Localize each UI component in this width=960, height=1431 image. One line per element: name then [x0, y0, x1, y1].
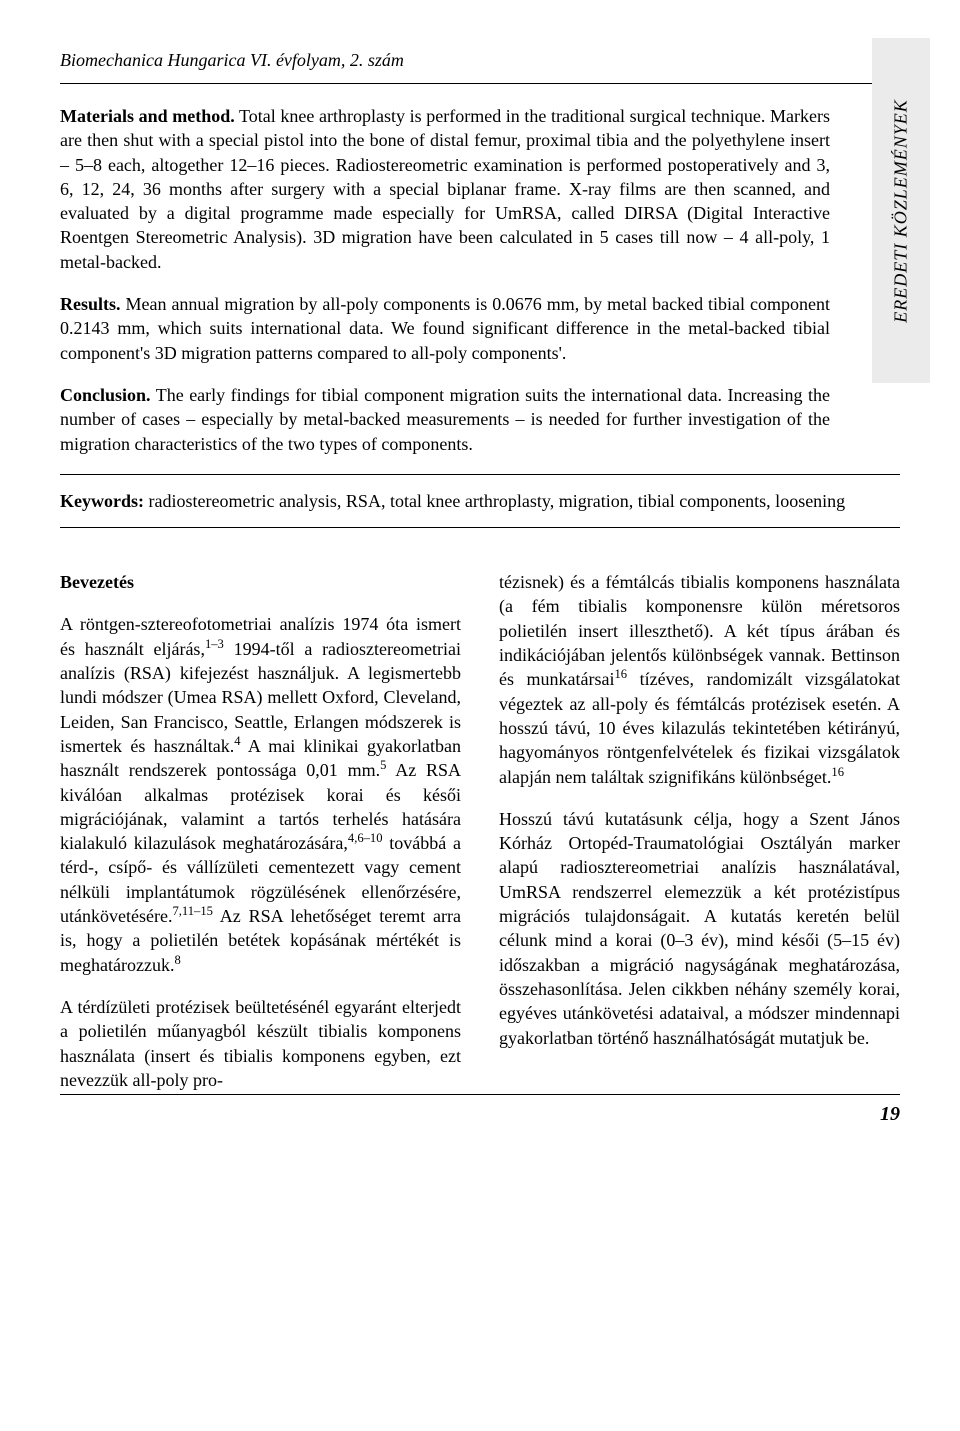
col1-para1: A röntgen-sztereofotometriai analízis 19…	[60, 612, 461, 976]
keywords-block: Keywords: radiostereometric analysis, RS…	[60, 489, 900, 513]
header-rule	[60, 83, 900, 84]
citation-sup: 4,6–10	[348, 831, 383, 845]
materials-text: Total knee arthroplasty is performed in …	[60, 106, 830, 272]
keywords-rule-bottom	[60, 527, 900, 528]
section-sidebar-label: EREDETI KÖZLEMÉNYEK	[872, 38, 930, 383]
footer-rule	[60, 1094, 900, 1095]
keywords-label: Keywords:	[60, 491, 144, 511]
results-text: Mean annual migration by all-poly compon…	[60, 294, 830, 363]
conclusion-text: The early findings for tibial component …	[60, 385, 830, 454]
keywords-text: radiostereometric analysis, RSA, total k…	[144, 491, 845, 511]
results-label: Results.	[60, 294, 121, 314]
abstract-conclusion: Conclusion. The early findings for tibia…	[60, 383, 830, 456]
running-header: Biomechanica Hungarica VI. évfolyam, 2. …	[60, 50, 900, 71]
citation-sup: 8	[174, 953, 180, 967]
column-left: Bevezetés A röntgen-sztereofotometriai a…	[60, 570, 461, 1110]
intro-heading: Bevezetés	[60, 570, 461, 594]
citation-sup: 16	[614, 667, 627, 681]
citation-sup: 1–3	[205, 637, 224, 651]
section-sidebar-text: EREDETI KÖZLEMÉNYEK	[891, 99, 912, 323]
citation-sup: 16	[831, 765, 844, 779]
citation-sup: 7,11–15	[172, 904, 212, 918]
col2-para2: Hosszú távú kutatásunk célja, hogy a Sze…	[499, 807, 900, 1050]
page-number: 19	[880, 1103, 900, 1126]
conclusion-label: Conclusion.	[60, 385, 151, 405]
keywords-rule-top	[60, 474, 900, 475]
abstract-results: Results. Mean annual migration by all-po…	[60, 292, 830, 365]
column-right: tézisnek) és a fémtálcás tibialis kompon…	[499, 570, 900, 1110]
col2-para1: tézisnek) és a fémtálcás tibialis kompon…	[499, 570, 900, 789]
col1-para2: A térdízületi protézisek beültetésénél e…	[60, 995, 461, 1092]
materials-label: Materials and method.	[60, 106, 235, 126]
body-columns: Bevezetés A röntgen-sztereofotometriai a…	[60, 570, 900, 1110]
abstract-materials: Materials and method. Total knee arthrop…	[60, 104, 830, 274]
